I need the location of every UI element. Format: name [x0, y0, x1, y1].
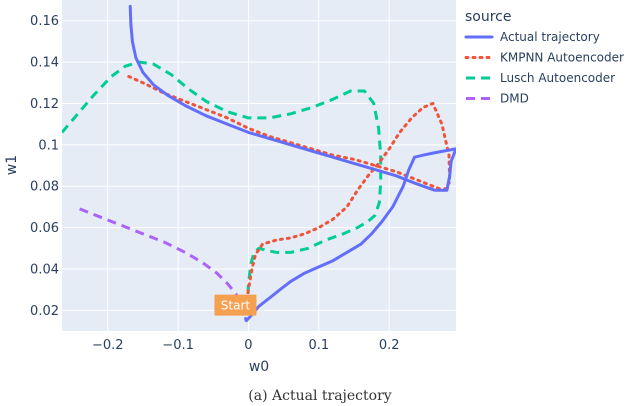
y-tick-label: 0.04	[30, 262, 59, 277]
start-label-box	[214, 294, 257, 316]
x-tick-label: 0.1	[308, 338, 329, 353]
start-label: Start	[221, 299, 251, 313]
series-line-kmpnn-autoencoder	[127, 75, 452, 314]
y-tick-label: 0.16	[30, 14, 59, 29]
grid-lines	[62, 0, 456, 331]
series-line-dmd	[79, 207, 248, 321]
y-tick-label: 0.08	[30, 180, 59, 195]
y-tick-label: 0.02	[30, 304, 59, 319]
legend-label: Lusch Autoencoder	[500, 71, 615, 85]
series-lines	[62, 4, 456, 323]
x-tick-label: 0	[244, 338, 252, 353]
tick-labels: −0.2 −0.1 0 0.1 0.2 0.02 0.04 0.06 0.08 0.1 0.12 0.…	[30, 14, 399, 353]
legend: source Actual trajectory KMPNN Autoencode…	[464, 9, 624, 106]
y-axis-title: w1	[4, 155, 20, 175]
plot-background	[62, 0, 456, 331]
x-tick-label: 0.2	[379, 338, 400, 353]
legend-label: Actual trajectory	[500, 30, 600, 44]
figure-caption: (a) Actual trajectory	[248, 388, 392, 404]
y-tick-label: 0.12	[30, 97, 59, 112]
start-annotation: Start	[214, 294, 257, 316]
series-line-lusch-autoencoder	[62, 60, 383, 311]
y-tick-label: 0.06	[30, 221, 59, 236]
y-tick-label: 0.1	[38, 138, 59, 153]
x-tick-label: −0.2	[92, 338, 124, 353]
y-tick-label: 0.14	[30, 56, 59, 71]
legend-title: source	[465, 9, 512, 25]
x-axis-title: w0	[249, 359, 269, 375]
series-line-actual-trajectory	[128, 4, 456, 323]
x-tick-label: −0.1	[162, 338, 194, 353]
trajectory-chart: −0.2 −0.1 0 0.1 0.2 0.02 0.04 0.06 0.08 0.1 0.12 0.…	[4, 0, 624, 375]
legend-label: KMPNN Autoencoder	[500, 51, 624, 65]
legend-label: DMD	[500, 92, 529, 106]
